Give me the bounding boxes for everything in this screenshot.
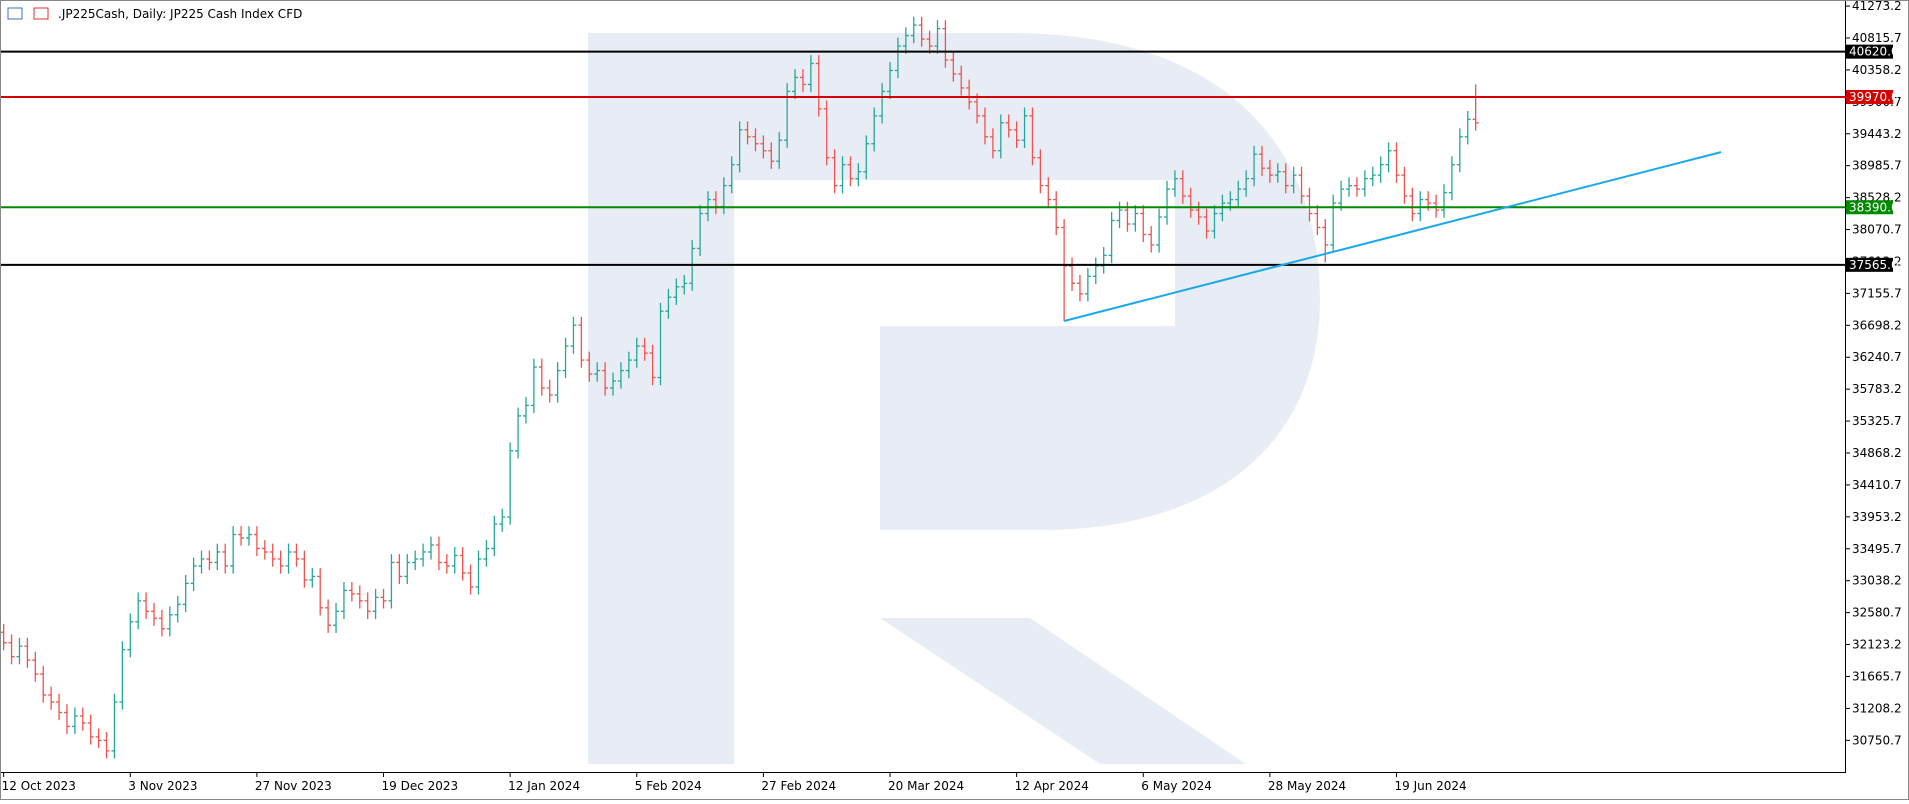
- y-tick-label: 34410.7: [1852, 478, 1902, 492]
- level-label-box: [1846, 89, 1893, 104]
- trendline: [1063, 151, 1722, 322]
- y-tick-label: 39443.2: [1852, 127, 1902, 141]
- y-tick-label: 33038.2: [1852, 574, 1902, 588]
- y-tick-label: 32123.2: [1852, 638, 1902, 652]
- x-tick-label: 12 Apr 2024: [1015, 779, 1089, 793]
- y-tick-label: 31665.7: [1852, 669, 1902, 683]
- x-tick-label: 27 Nov 2023: [255, 779, 332, 793]
- y-tick-label: 31208.2: [1852, 701, 1902, 715]
- y-tick-label: 36698.2: [1852, 318, 1902, 332]
- y-tick-label: 36240.7: [1852, 350, 1902, 364]
- level-label: 39970.0: [1849, 90, 1899, 104]
- y-tick-label: 38070.7: [1852, 223, 1902, 237]
- level-label-box: [1846, 44, 1893, 59]
- y-tick-label: 41273.2: [1852, 0, 1902, 13]
- icon: [7, 7, 23, 20]
- x-tick-label: 3 Nov 2023: [128, 779, 197, 793]
- y-tick-label: 37155.7: [1852, 286, 1902, 300]
- plot-area: [0, 16, 1845, 759]
- x-tick-label: 19 Jun 2024: [1395, 779, 1467, 793]
- y-tick-label: 33953.2: [1852, 510, 1902, 524]
- x-tick-label: 5 Feb 2024: [635, 779, 702, 793]
- y-tick-label: 35325.7: [1852, 414, 1902, 428]
- header-icons: [7, 7, 49, 20]
- y-tick-label: 38985.7: [1852, 159, 1902, 173]
- y-tick-label: 34868.2: [1852, 446, 1902, 460]
- level-label-box: [1846, 257, 1893, 272]
- icon: [33, 7, 49, 20]
- chart-title: .JP225Cash, Daily: JP225 Cash Index CFD: [58, 7, 302, 21]
- x-tick-label: 27 Feb 2024: [761, 779, 836, 793]
- x-tick-label: 19 Dec 2023: [382, 779, 459, 793]
- y-tick-label: 40815.7: [1852, 31, 1902, 45]
- level-label: 38390.0: [1849, 200, 1899, 214]
- x-tick-label: 20 Mar 2024: [888, 779, 964, 793]
- level-label-box: [1846, 200, 1893, 215]
- x-tick-label: 28 May 2024: [1268, 779, 1346, 793]
- y-tick-label: 30750.7: [1852, 733, 1902, 747]
- y-tick-label: 35783.2: [1852, 382, 1902, 396]
- y-tick-label: 32580.7: [1852, 606, 1902, 620]
- x-tick-label: 12 Jan 2024: [508, 779, 580, 793]
- x-tick-label: 12 Oct 2023: [2, 779, 76, 793]
- level-label: 37565.0: [1849, 258, 1899, 272]
- x-tick-label: 6 May 2024: [1141, 779, 1212, 793]
- y-tick-label: 40358.2: [1852, 63, 1902, 77]
- y-tick-label: 33495.7: [1852, 542, 1902, 556]
- level-label: 40620.0: [1849, 45, 1899, 59]
